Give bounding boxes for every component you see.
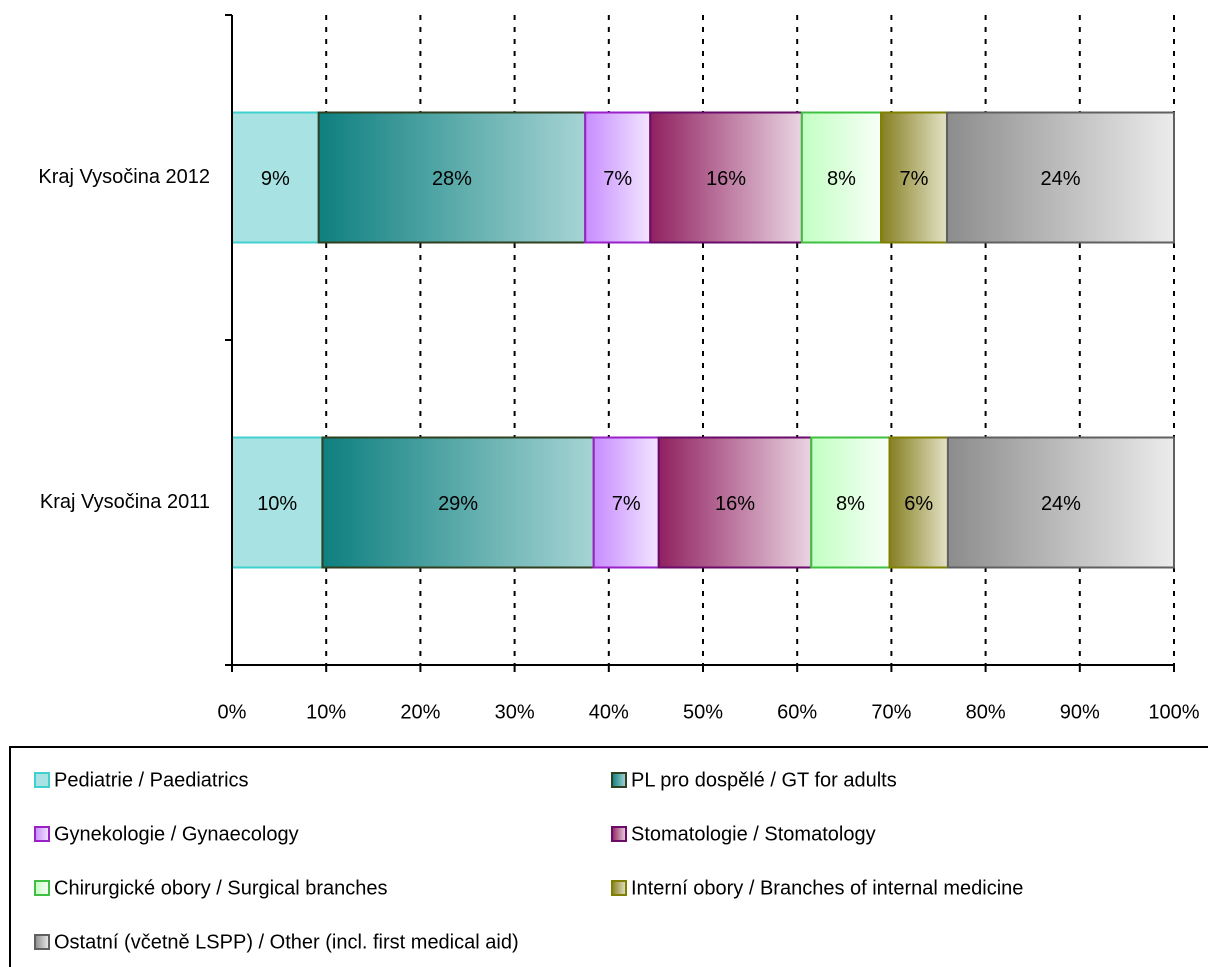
bar-segment — [946, 436, 1175, 569]
bar-segment — [800, 111, 883, 244]
data-label: 28% — [432, 168, 472, 190]
x-tick-label: 100% — [1148, 701, 1199, 723]
x-tick-label: 20% — [400, 701, 440, 723]
data-label: 8% — [836, 493, 865, 515]
legend-label: PL pro dospělé / GT for adults — [631, 769, 897, 791]
x-tick-label: 90% — [1060, 701, 1100, 723]
data-label: 10% — [257, 493, 297, 515]
x-tick-label: 30% — [495, 701, 535, 723]
legend-label: Pediatrie / Paediatrics — [54, 769, 249, 791]
x-tick-label: 0% — [218, 701, 247, 723]
data-label: 7% — [900, 168, 929, 190]
x-tick-label: 10% — [306, 701, 346, 723]
data-label: 6% — [904, 493, 933, 515]
x-tick-label: 50% — [683, 701, 723, 723]
legend-label: Stomatologie / Stomatology — [631, 823, 876, 845]
bar-segment — [945, 111, 1176, 244]
legend-box — [9, 746, 1208, 967]
legend-swatch — [34, 880, 50, 896]
legend-swatch — [34, 772, 50, 788]
legend-swatch — [34, 826, 50, 842]
bar-segment — [584, 111, 652, 244]
data-label: 24% — [1041, 493, 1081, 515]
bar-segment — [317, 111, 587, 244]
data-label: 9% — [261, 168, 290, 190]
x-tick-label: 60% — [777, 701, 817, 723]
bar-segment — [888, 436, 949, 569]
data-label: 16% — [715, 493, 755, 515]
y-tick-label: Kraj Vysočina 2011 — [40, 491, 210, 513]
legend-swatch — [34, 934, 50, 950]
legend-label: Interní obory / Branches of internal med… — [631, 877, 1023, 899]
x-tick-label: 80% — [966, 701, 1006, 723]
bar-segment — [321, 436, 595, 569]
y-tick-label: Kraj Vysočina 2012 — [38, 166, 210, 188]
legend-swatch — [611, 826, 627, 842]
data-label: 8% — [827, 168, 856, 190]
data-label: 24% — [1040, 168, 1080, 190]
data-label: 16% — [706, 168, 746, 190]
legend-swatch — [611, 880, 627, 896]
legend-label: Gynekologie / Gynaecology — [54, 823, 299, 845]
data-label: 7% — [612, 493, 641, 515]
bar-segment — [810, 436, 891, 569]
x-tick-label: 70% — [871, 701, 911, 723]
data-label: 7% — [603, 168, 632, 190]
legend-label: Chirurgické obory / Surgical branches — [54, 877, 388, 899]
bar-segment — [649, 111, 803, 244]
bar-segment — [657, 436, 813, 569]
data-label: 29% — [438, 493, 478, 515]
legend-label: Ostatní (včetně LSPP) / Other (incl. fir… — [54, 931, 519, 953]
bar-segment — [231, 436, 324, 569]
legend-swatch — [611, 772, 627, 788]
x-tick-label: 40% — [589, 701, 629, 723]
